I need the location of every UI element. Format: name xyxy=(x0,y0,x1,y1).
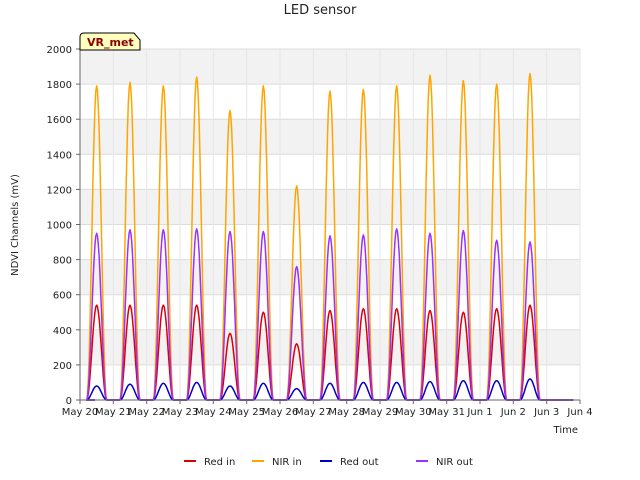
y-tick-label: 2000 xyxy=(47,45,72,56)
x-tick-label: May 29 xyxy=(362,407,399,418)
series-line-red-in xyxy=(85,304,574,401)
x-tick-label: May 20 xyxy=(62,407,99,418)
x-tick-label: May 31 xyxy=(428,407,465,418)
legend-label: NIR out xyxy=(436,457,473,468)
y-tick-label: 600 xyxy=(53,291,72,302)
annotation-badge-label: VR_met xyxy=(87,36,134,49)
legend-item: NIR out xyxy=(416,457,473,468)
grid-lines xyxy=(79,48,581,401)
legend-item: Red in xyxy=(184,457,235,468)
series-line-nir-in xyxy=(85,72,574,401)
x-tick-label: May 28 xyxy=(328,407,365,418)
y-tick-label: 0 xyxy=(66,396,72,407)
x-tick-label: Jun 2 xyxy=(500,407,526,418)
x-tick-label: Jun 1 xyxy=(466,407,492,418)
x-axis-title: Time xyxy=(553,425,578,436)
series-line-nir-out xyxy=(85,228,574,401)
series-line-red-out xyxy=(85,378,574,401)
annotation-badge-shape xyxy=(79,32,141,51)
y-tick-label: 200 xyxy=(53,361,72,372)
y-tick-label: 1200 xyxy=(47,185,72,196)
plot-band xyxy=(80,329,580,365)
plot-band xyxy=(80,189,580,225)
y-tick-label: 400 xyxy=(53,326,72,337)
legend-label: NIR in xyxy=(272,457,302,468)
legend-label: Red out xyxy=(340,457,379,468)
x-tick-label: Jun 4 xyxy=(566,407,592,418)
annotation-badge: VR_met xyxy=(79,32,141,51)
x-tick-label: May 24 xyxy=(195,407,232,418)
plot-band xyxy=(80,119,580,155)
axes: 0 200 400 600 800 1000 1200 1400 1600 1800 2000 May… xyxy=(47,45,593,418)
legend: Red in NIR in Red out NIR out xyxy=(184,457,473,468)
plot-band xyxy=(80,259,580,295)
x-tick-label: May 27 xyxy=(295,407,332,418)
x-tick-label: May 26 xyxy=(262,407,299,418)
y-axis-title: NDVI Channels (mV) xyxy=(10,174,21,276)
chart-title: LED sensor xyxy=(284,3,357,18)
x-tick-label: May 25 xyxy=(228,407,265,418)
x-tick-label: May 21 xyxy=(95,407,132,418)
legend-label: Red in xyxy=(204,457,235,468)
y-tick-label: 1600 xyxy=(47,115,72,126)
legend-item: NIR in xyxy=(252,457,302,468)
plot-band xyxy=(80,49,580,85)
y-tick-label: 1000 xyxy=(47,221,72,232)
y-tick-label: 1400 xyxy=(47,150,72,161)
series-lines xyxy=(85,72,574,401)
x-tick-label: May 22 xyxy=(128,407,165,418)
y-tick-label: 1800 xyxy=(47,80,72,91)
legend-item: Red out xyxy=(320,457,379,468)
y-tick-label: 800 xyxy=(53,256,72,267)
x-tick-label: May 23 xyxy=(162,407,199,418)
x-tick-label: Jun 3 xyxy=(533,407,559,418)
x-tick-label: May 30 xyxy=(395,407,432,418)
